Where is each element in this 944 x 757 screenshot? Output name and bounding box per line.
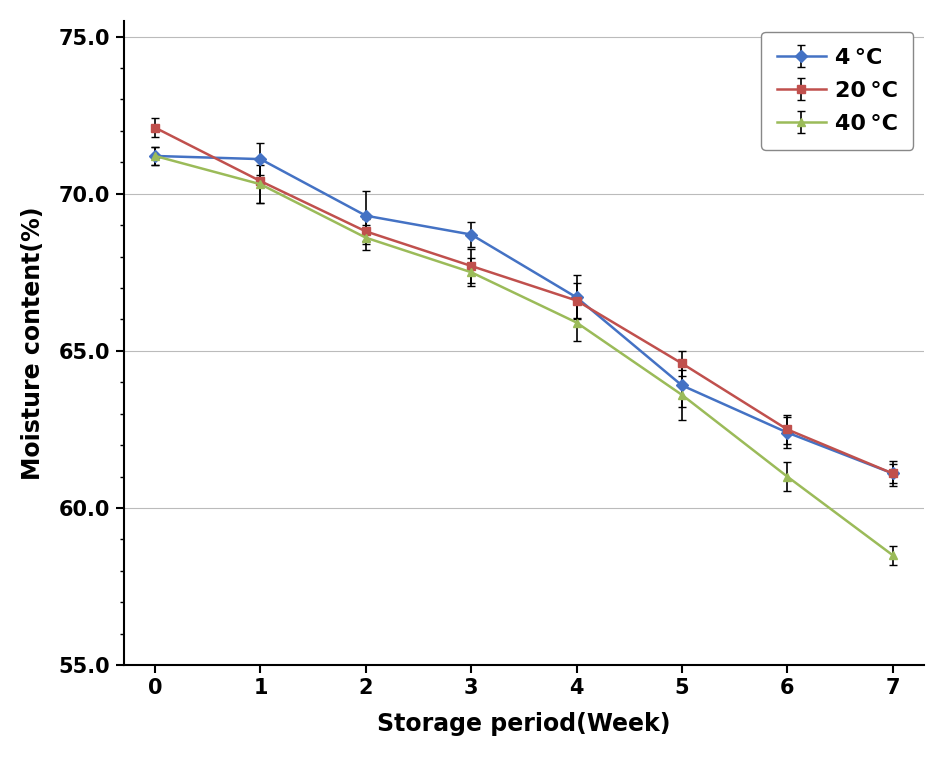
Legend: 4 °C, 20 °C, 40 °C: 4 °C, 20 °C, 40 °C [760, 32, 912, 150]
Y-axis label: Moisture content(%): Moisture content(%) [21, 206, 44, 480]
X-axis label: Storage period(Week): Storage period(Week) [377, 712, 670, 736]
